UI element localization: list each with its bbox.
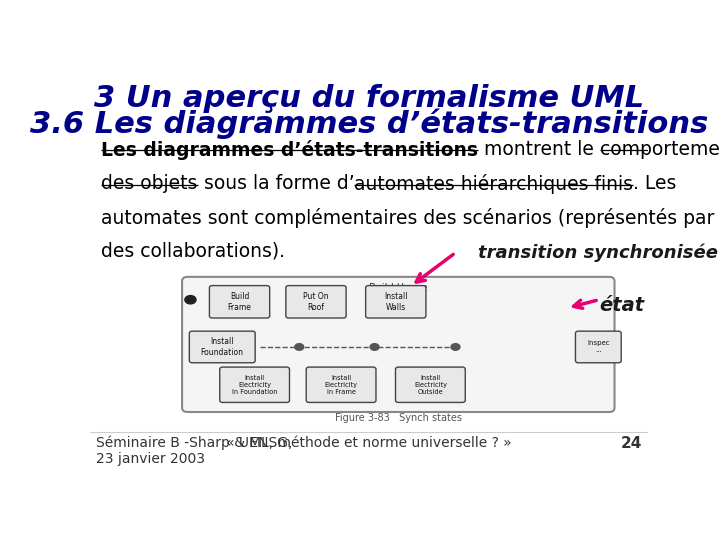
Text: « UML, méthode et norme universelle ? »: « UML, méthode et norme universelle ? » bbox=[226, 436, 512, 450]
Text: 3.6 Les diagrammes d’états-transitions: 3.6 Les diagrammes d’états-transitions bbox=[30, 109, 708, 139]
Text: automates hiérarchiques finis: automates hiérarchiques finis bbox=[354, 174, 633, 194]
Text: Build
Frame: Build Frame bbox=[228, 292, 251, 312]
Text: . Les: . Les bbox=[633, 174, 677, 193]
Text: Install
Electricity
In Foundation: Install Electricity In Foundation bbox=[232, 375, 277, 395]
Text: Install
Electricity
Outside: Install Electricity Outside bbox=[414, 375, 447, 395]
FancyBboxPatch shape bbox=[182, 277, 615, 412]
Text: Figure 3-83   Synch states: Figure 3-83 Synch states bbox=[335, 413, 462, 423]
Text: Install
Walls: Install Walls bbox=[384, 292, 408, 312]
Circle shape bbox=[370, 343, 379, 350]
FancyBboxPatch shape bbox=[210, 286, 270, 318]
Circle shape bbox=[294, 343, 304, 350]
Circle shape bbox=[451, 343, 460, 350]
Text: automates sont complémentaires des scénarios (représentés par: automates sont complémentaires des scéna… bbox=[101, 208, 714, 228]
FancyBboxPatch shape bbox=[575, 331, 621, 363]
FancyBboxPatch shape bbox=[189, 331, 255, 363]
Text: Install
Electricity
In Frame: Install Electricity In Frame bbox=[325, 375, 358, 395]
FancyBboxPatch shape bbox=[306, 367, 376, 402]
Text: transition synchronisée: transition synchronisée bbox=[478, 244, 718, 262]
Text: Séminaire B -Sharp & ENSG,
23 janvier 2003: Séminaire B -Sharp & ENSG, 23 janvier 20… bbox=[96, 436, 292, 467]
Text: des objets: des objets bbox=[101, 174, 197, 193]
Text: Les diagrammes d’états-transitions: Les diagrammes d’états-transitions bbox=[101, 140, 478, 160]
Text: comportement: comportement bbox=[600, 140, 720, 159]
Text: sous la forme d’: sous la forme d’ bbox=[197, 174, 354, 193]
Text: Build House: Build House bbox=[369, 283, 428, 293]
Text: des collaborations).: des collaborations). bbox=[101, 242, 285, 261]
FancyBboxPatch shape bbox=[366, 286, 426, 318]
Text: état: état bbox=[599, 295, 644, 315]
Text: montrent le: montrent le bbox=[478, 140, 600, 159]
Text: Put On
Roof: Put On Roof bbox=[303, 292, 329, 312]
FancyBboxPatch shape bbox=[395, 367, 465, 402]
FancyBboxPatch shape bbox=[286, 286, 346, 318]
Text: Inspec
...: Inspec ... bbox=[587, 340, 610, 354]
Text: 24: 24 bbox=[621, 436, 642, 451]
Circle shape bbox=[185, 295, 196, 304]
Text: Install
Foundation: Install Foundation bbox=[201, 338, 244, 356]
Text: 3 Un aperçu du formalisme UML: 3 Un aperçu du formalisme UML bbox=[94, 84, 644, 112]
FancyBboxPatch shape bbox=[220, 367, 289, 402]
